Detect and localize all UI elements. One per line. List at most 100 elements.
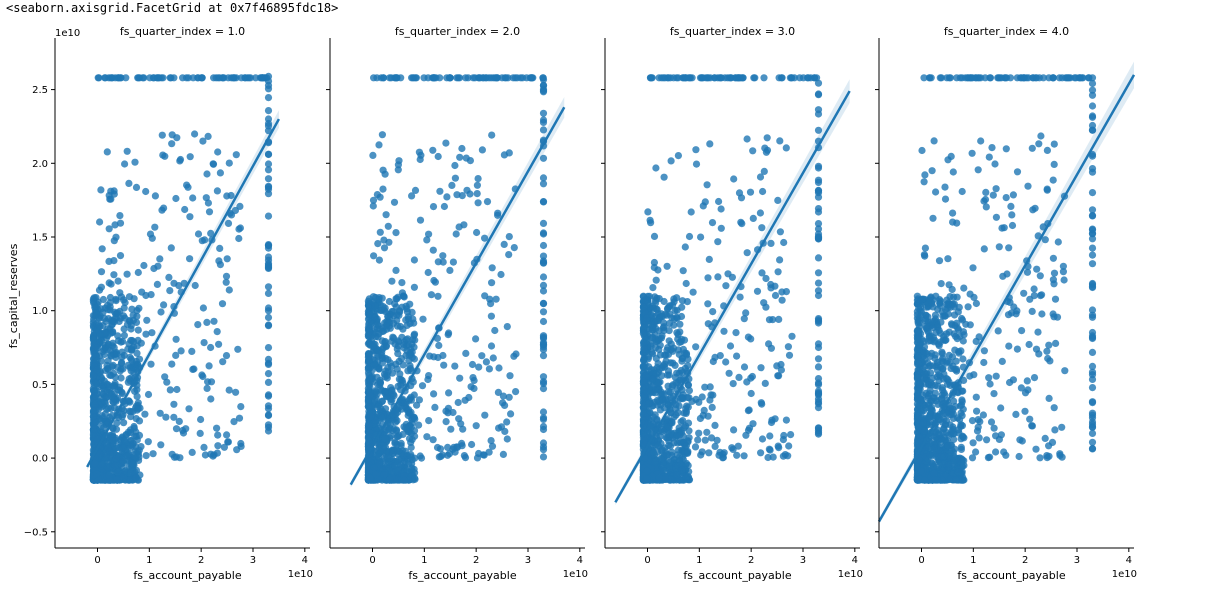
scatter-point: [683, 402, 691, 410]
scatter-point: [685, 232, 694, 241]
scatter-point: [407, 429, 415, 437]
scatter-point: [423, 236, 431, 244]
scatter-point: [499, 399, 507, 407]
scatter-point: [1037, 132, 1045, 140]
scatter-point: [668, 419, 676, 427]
scatter-point: [222, 352, 231, 360]
scatter-point: [413, 401, 421, 409]
scatter-point: [101, 329, 109, 337]
scatter-point: [112, 233, 120, 241]
scatter-point: [990, 390, 998, 398]
scatter-point: [92, 418, 100, 426]
scatter-point: [118, 348, 126, 356]
scatter-point: [539, 241, 548, 250]
scatter-point: [172, 335, 180, 343]
scatter-point: [473, 228, 481, 237]
scatter-point: [433, 443, 442, 452]
scatter-point: [448, 181, 456, 189]
scatter-point: [726, 74, 734, 82]
scatter-point: [369, 202, 377, 210]
scatter-point: [994, 327, 1002, 335]
scatter-point: [684, 74, 693, 82]
scatter-point: [143, 316, 151, 324]
scatter-point: [207, 450, 215, 458]
scatter-point: [458, 192, 466, 200]
scatter-point: [486, 295, 494, 303]
scatter-point: [375, 256, 383, 264]
scatter-point: [943, 380, 952, 388]
scatter-point: [170, 279, 178, 287]
scatter-point: [148, 329, 156, 337]
scatter-point: [1058, 423, 1066, 431]
scatter-point: [814, 110, 823, 118]
scatter-point: [466, 157, 474, 165]
scatter-point: [761, 379, 769, 387]
scatter-point: [175, 417, 183, 425]
scatter-point: [194, 321, 202, 329]
scatter-point: [511, 388, 520, 396]
scatter-point: [499, 450, 507, 458]
scatter-point: [495, 364, 503, 372]
scatter-point: [172, 425, 181, 433]
scatter-point: [140, 261, 148, 270]
scatter-point: [681, 349, 689, 357]
scatter-point: [928, 374, 937, 382]
scatter-point: [692, 146, 700, 154]
scatter-point: [652, 370, 661, 378]
scatter-point: [114, 277, 122, 285]
scatter-point: [915, 366, 923, 374]
scatter-point: [117, 338, 125, 346]
scatter-point: [410, 283, 418, 291]
scatter-point: [539, 352, 548, 360]
scatter-point: [676, 476, 684, 484]
scatter-point: [470, 376, 478, 385]
scatter-point: [458, 144, 466, 153]
scatter-point: [742, 431, 750, 439]
scatter-point: [207, 343, 215, 352]
scatter-point: [539, 126, 548, 134]
scatter-point: [365, 295, 373, 303]
scatter-point: [119, 457, 127, 465]
scatter-point: [711, 442, 719, 450]
scatter-point: [144, 390, 153, 399]
scatter-point: [105, 471, 113, 479]
scatter-point: [129, 311, 137, 319]
scatter-point: [392, 229, 400, 237]
scatter-point: [95, 286, 104, 294]
scatter-point: [960, 461, 968, 469]
scatter-point: [468, 360, 477, 369]
scatter-point: [124, 378, 132, 386]
scatter-point: [191, 281, 199, 290]
scatter-point: [814, 279, 823, 287]
scatter-point: [188, 347, 196, 355]
scatter-point: [451, 174, 459, 182]
scatter-point: [774, 372, 782, 380]
scatter-point: [375, 453, 383, 461]
scatter-point: [666, 442, 675, 450]
scatter-point: [371, 302, 379, 310]
scatter-point: [678, 357, 686, 365]
scatter-point: [258, 74, 266, 82]
scatter-point: [411, 415, 419, 423]
scatter-point: [539, 229, 548, 237]
scatter-point: [234, 345, 242, 353]
scatter-point: [774, 268, 782, 276]
scatter-point: [410, 355, 418, 363]
scatter-point: [168, 131, 176, 139]
scatter-point: [222, 272, 231, 280]
scatter-point: [382, 342, 390, 350]
scatter-point: [644, 208, 652, 216]
scatter-point: [425, 417, 433, 425]
scatter-point: [640, 339, 648, 347]
scatter-point: [775, 444, 783, 452]
scatter-point: [976, 418, 984, 426]
scatter-point: [114, 332, 122, 340]
scatter-point: [103, 453, 111, 462]
scatter-point: [704, 412, 712, 420]
scatter-point: [995, 243, 1003, 251]
scatter-point: [925, 414, 933, 422]
scatter-point: [225, 159, 233, 167]
scatter-point: [1031, 204, 1039, 212]
scatter-point: [761, 144, 769, 152]
scatter-point: [749, 147, 757, 155]
